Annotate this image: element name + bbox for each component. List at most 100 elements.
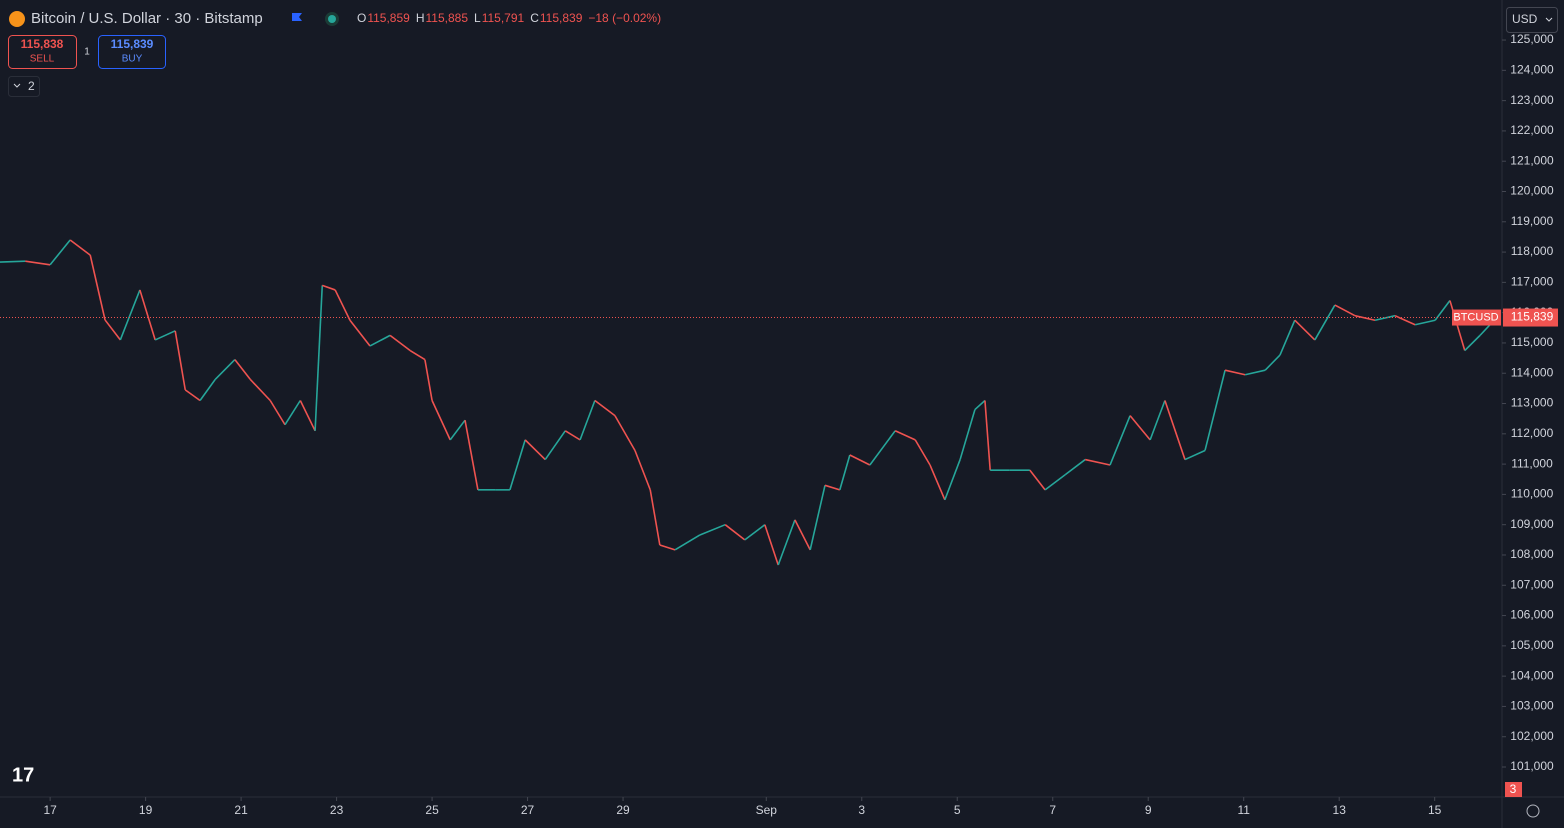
y-tick-label: 120,000 — [1510, 184, 1554, 198]
price-segment — [809, 485, 826, 551]
price-segment — [1029, 469, 1046, 491]
price-segment — [524, 439, 546, 461]
price-segment — [334, 289, 351, 321]
price-segment — [509, 439, 526, 491]
bitcoin-icon — [9, 11, 25, 27]
alerts-badge-bg[interactable] — [1505, 782, 1522, 797]
price-segment — [284, 400, 301, 426]
price-segment — [49, 239, 71, 266]
chevron — [1545, 17, 1553, 22]
sell-button[interactable] — [8, 35, 77, 69]
plot — [0, 239, 1502, 566]
price-segment — [25, 260, 51, 266]
y-tick-label: 124,000 — [1510, 63, 1554, 77]
price-segment — [974, 399, 986, 411]
price-segment — [409, 349, 426, 361]
y-tick-label: 106,000 — [1510, 608, 1554, 622]
y-tick-label: 113,000 — [1511, 396, 1554, 410]
price-segment — [299, 400, 316, 432]
sell-price: 115,838 — [21, 37, 64, 51]
x-tick-label: 21 — [234, 803, 248, 817]
y-tick-label: 114,000 — [1511, 365, 1554, 379]
price-segment — [564, 430, 581, 441]
y-tick-label: 125,000 — [1510, 32, 1554, 46]
x-tick-label: 25 — [425, 803, 439, 817]
buy-button[interactable] — [98, 35, 166, 69]
price-segment — [314, 285, 324, 431]
price-change: −18 (−0.02%) — [588, 11, 661, 25]
y-tick-label: 101,000 — [1510, 759, 1554, 773]
price-segment — [1244, 369, 1266, 376]
price-segment — [1279, 319, 1296, 356]
price-segment — [614, 415, 636, 451]
price-segment — [1354, 314, 1376, 322]
price-segment — [174, 330, 187, 391]
ohlc-value: 115,839 — [540, 11, 583, 25]
x-tick-label: 3 — [858, 803, 865, 817]
price-segment — [1414, 319, 1436, 326]
y-tick-label: 108,000 — [1510, 547, 1554, 561]
price-segment — [1464, 334, 1481, 352]
price-segment — [744, 524, 766, 541]
price-segment — [349, 319, 371, 347]
price-segment — [249, 378, 271, 402]
price-segment — [894, 430, 916, 441]
y-tick-label: 118,000 — [1511, 244, 1554, 258]
ohlc-value: 115,885 — [426, 11, 469, 25]
x-tick-label: 19 — [139, 803, 153, 817]
price-segment — [1294, 319, 1316, 341]
price-segment — [89, 254, 106, 321]
price-segment — [1224, 369, 1246, 376]
price-segment — [824, 484, 841, 491]
price-segment — [139, 289, 156, 341]
y-tick-label: 117,000 — [1511, 275, 1554, 289]
x-tick-label: 23 — [330, 803, 344, 817]
price-segment — [959, 409, 976, 460]
y-tick-label: 110,000 — [1511, 487, 1554, 501]
price-segment — [1164, 400, 1186, 460]
price-segment — [1204, 370, 1226, 451]
x-tick-label: 29 — [616, 803, 630, 817]
price-segment — [431, 400, 451, 441]
price-segment — [322, 284, 336, 291]
x-tick-label: 13 — [1333, 803, 1347, 817]
y-tick-label: 109,000 — [1510, 517, 1554, 531]
price-segment — [699, 523, 726, 536]
price-segment — [1109, 415, 1131, 466]
price-segment — [869, 430, 896, 466]
price-segment — [659, 544, 676, 551]
flag-icon[interactable] — [292, 13, 302, 21]
settings-icon[interactable] — [1526, 804, 1540, 818]
price-segment — [764, 524, 779, 566]
x-tick-label: 17 — [43, 803, 57, 817]
y-tick-label: 102,000 — [1510, 729, 1554, 743]
sell-label: SELL — [30, 54, 55, 65]
price-segment — [1264, 354, 1281, 371]
price-segment — [594, 399, 616, 417]
symbol-title[interactable]: Bitcoin / U.S. Dollar · 30 · Bitstamp — [31, 10, 263, 27]
price-segment — [794, 519, 811, 551]
ohlc-key: C — [530, 11, 539, 25]
price-segment — [464, 420, 479, 491]
price-segment — [214, 359, 236, 380]
price-segment — [449, 419, 466, 441]
ohlc-key: O — [357, 11, 366, 25]
y-tick-label: 115,000 — [1511, 335, 1554, 349]
price-segment — [1064, 458, 1086, 476]
indicators-toggle[interactable] — [8, 76, 40, 97]
price-segment — [199, 378, 216, 401]
price-segment — [154, 330, 176, 341]
currency-button[interactable] — [1506, 7, 1558, 33]
buy-price: 115,839 — [111, 37, 154, 51]
price-segment — [119, 289, 141, 341]
price-segment — [929, 464, 946, 501]
price-segment — [674, 534, 701, 551]
y-tick-label: 107,000 — [1510, 577, 1554, 591]
y-tick-label: 112,000 — [1511, 426, 1554, 440]
ohlc-value: 115,791 — [482, 11, 525, 25]
price-segment — [544, 430, 566, 461]
y-tick-label: 105,000 — [1510, 638, 1554, 652]
price-segment — [649, 489, 661, 546]
